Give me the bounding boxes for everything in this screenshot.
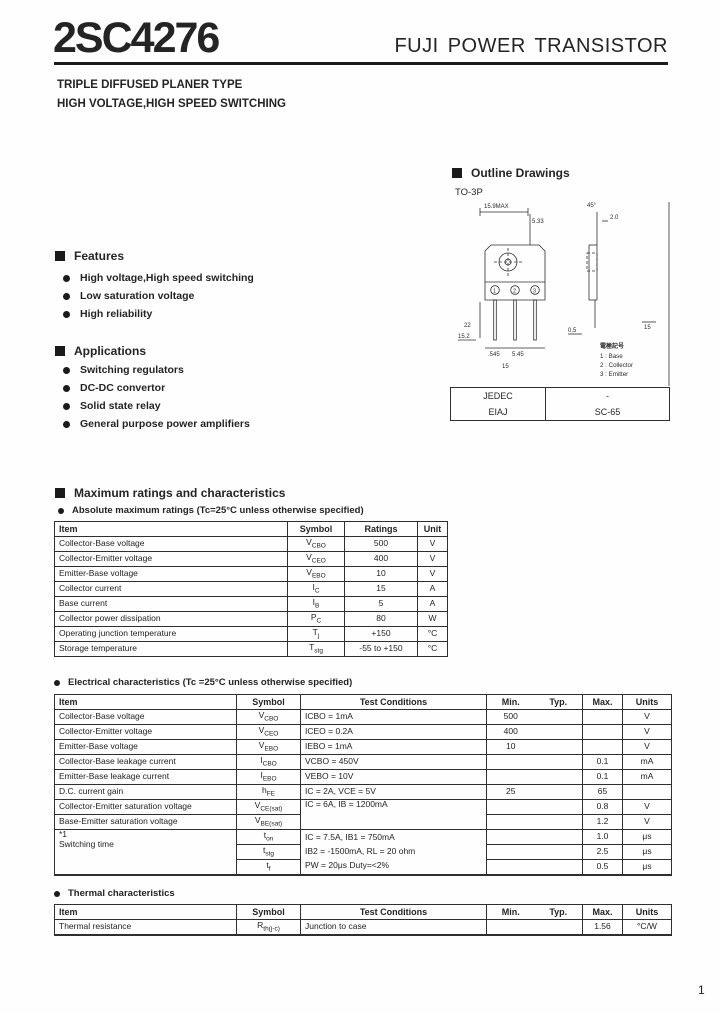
bullet-icon [63, 366, 70, 374]
thermal-characteristics-table: Item Symbol Test Conditions Min. Typ. Ma… [54, 904, 672, 936]
brand-title: FUJI POWER TRANSISTOR [394, 35, 668, 57]
switching-time-label: Switching time [59, 838, 114, 849]
eiaj-label: EIAJ [450, 404, 546, 421]
application-item: DC-DC convertor [63, 382, 165, 394]
table-row: tf 0.5 μs [55, 859, 672, 876]
bullet-icon [63, 402, 70, 410]
table-row: tstg 2.5 μs [55, 844, 672, 860]
feature-item: Low saturation voltage [63, 290, 194, 302]
pin-number: 1 [493, 289, 496, 295]
pin-number: 3 [533, 289, 536, 295]
pin-legend-title: 電極記号 [600, 342, 624, 350]
bullet-icon [63, 310, 70, 318]
dim-label: 15 [502, 364, 509, 370]
absolute-maximum-ratings-table: Item Symbol Ratings Unit Collector-Base … [54, 521, 448, 657]
package-name: TO-3P [455, 187, 483, 198]
table-row: Thermal resistance Rth(j-c) Junction to … [54, 919, 672, 936]
package-standards-table: JEDEC - EIAJ SC-65 [450, 387, 670, 421]
table-row: Emitter-Base voltage VEBO 10 V [54, 566, 448, 582]
page-number: 1 [698, 983, 705, 997]
electrical-subtitle: Electrical characteristics (Tc =25°C unl… [54, 677, 352, 688]
table-row: Collector-Base leakage current ICBO VCBO… [54, 754, 672, 770]
abs-max-subtitle: Absolute maximum ratings (Tc=25°C unless… [58, 505, 364, 516]
pin-legend-item: 3 : Emitter [600, 371, 628, 378]
table-row: Operating junction temperature Tj +150 °… [54, 626, 448, 642]
table-row: Collector current IC 15 A [54, 581, 448, 597]
table-row: Collector-Base voltage VCBO 500 V [54, 536, 448, 552]
feature-item: High voltage,High speed switching [63, 272, 254, 284]
dim-label: 5.45 [512, 352, 524, 358]
dim-label: 15.2 [458, 334, 470, 340]
features-title-label: Features [74, 249, 125, 263]
eiaj-value: SC-65 [545, 404, 670, 421]
table-row: Base current IB 5 A [54, 596, 448, 612]
application-item: Solid state relay [63, 400, 161, 412]
dim-label: 5.33 [532, 219, 544, 225]
dim-label: 0.5 [568, 328, 577, 334]
dim-label: 22 [464, 323, 471, 329]
outline-title: Outline Drawings [452, 166, 570, 180]
dim-label: 15 [644, 325, 651, 331]
section-square-icon [55, 346, 65, 356]
bullet-icon [63, 274, 70, 282]
section-square-icon [55, 488, 65, 498]
table-row: Collector power dissipation PC 80 W [54, 611, 448, 627]
table-row: Collector-Emitter voltage VCEO 400 V [54, 551, 448, 567]
table-row: Base-Emitter saturation voltage VBE(sat)… [54, 814, 672, 830]
section-square-icon [452, 168, 462, 178]
table-row: Storage temperature Tstg -55 to +150 °C [54, 641, 448, 657]
table-header-row: Item Symbol Test Conditions Min. Typ. Ma… [54, 694, 672, 710]
features-title: Features [55, 249, 124, 263]
bullet-icon [63, 420, 70, 428]
bullet-icon [54, 679, 60, 686]
bullet-icon [58, 507, 64, 514]
header-divider [54, 62, 668, 65]
table-row: JEDEC - [450, 387, 670, 404]
dim-label: 15.9MAX [484, 204, 509, 210]
jedec-value: - [545, 387, 670, 404]
package-outline-drawing: 15.9MAX 5.33 1 2 3 22 15.2 .545 5 [458, 202, 670, 386]
table-row: Emitter-Base leakage current IEBO VEBO =… [54, 769, 672, 785]
max-ratings-title: Maximum ratings and characteristics [55, 486, 285, 500]
table-header-row: Item Symbol Test Conditions Min. Typ. Ma… [54, 904, 672, 920]
footnote-mark: *1 [59, 829, 68, 839]
section-square-icon [55, 251, 65, 261]
table-row: Emitter-Base voltage VEBO IEBO = 1mA 10 … [54, 739, 672, 755]
dim-label: 45° [587, 203, 597, 209]
table-row: *1 Switching time ton IC = 7.5A, IB1 = 7… [54, 829, 672, 876]
thermal-subtitle: Thermal characteristics [54, 888, 175, 899]
jedec-label: JEDEC [450, 387, 546, 404]
type-line-2: HIGH VOLTAGE,HIGH SPEED SWITCHING [57, 98, 286, 110]
dim-label: 2.0 [610, 215, 619, 221]
dim-label: .545 [488, 352, 500, 358]
type-line-1: TRIPLE DIFFUSED PLANER TYPE [57, 79, 243, 91]
feature-item: High reliability [63, 308, 152, 320]
table-row: EIAJ SC-65 [450, 404, 670, 421]
application-item: General purpose power amplifiers [63, 418, 250, 430]
part-number: 2SC4276 [53, 14, 220, 62]
applications-title-label: Applications [74, 344, 147, 358]
application-item: Switching regulators [63, 364, 184, 376]
table-row: D.C. current gain hFE IC = 2A, VCE = 5V … [54, 784, 672, 800]
bullet-icon [63, 292, 70, 300]
table-row: Collector-Emitter voltage VCEO ICEO = 0.… [54, 724, 672, 740]
bullet-icon [63, 384, 70, 392]
table-header-row: Item Symbol Ratings Unit [54, 521, 448, 537]
table-row: Collector-Emitter saturation voltage VCE… [54, 799, 672, 830]
table-row: Collector-Base voltage VCBO ICBO = 1mA 5… [54, 709, 672, 725]
electrical-characteristics-table: Item Symbol Test Conditions Min. Typ. Ma… [54, 694, 672, 876]
applications-title: Applications [55, 344, 146, 358]
pin-legend-item: 1 : Base [600, 353, 623, 360]
pin-legend-item: 2 : Collector [600, 362, 633, 369]
outline-drawings-section: Outline Drawings TO-3P 15.9MAX 5.33 1 2 … [450, 166, 670, 422]
pin-number: 2 [513, 289, 516, 295]
bullet-icon [54, 890, 60, 897]
